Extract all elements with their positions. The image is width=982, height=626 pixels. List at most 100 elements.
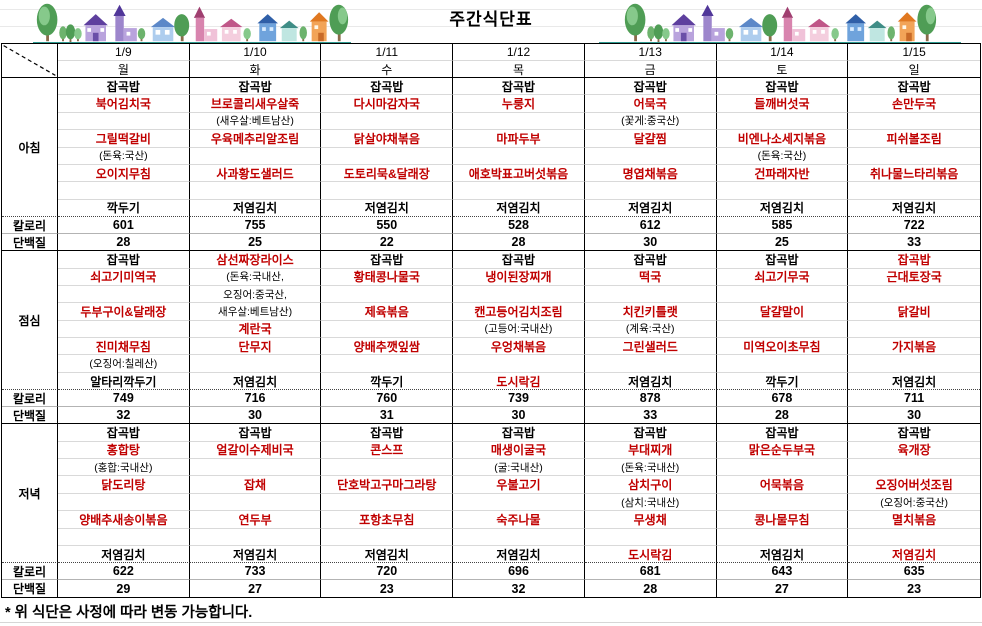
menu-item-cell: 애호박표고버섯볶음 (453, 164, 585, 183)
menu-item-cell: 멸치볶음 (848, 511, 980, 529)
bottom-divider (0, 622, 982, 623)
menu-item-cell (321, 285, 454, 304)
protein-value-cell: 25 (716, 234, 849, 252)
row-label-protein: 단백질 (2, 407, 58, 425)
menu-item-cell: 오이지무침 (58, 164, 190, 183)
menu-item-cell: 오징어버섯조림 (848, 476, 980, 494)
menu-item-cell: 계란국 (189, 320, 322, 339)
calories-value-cell: 643 (716, 563, 849, 581)
menu-item-cell: 단무지 (189, 338, 322, 356)
menu-item-cell (189, 459, 322, 477)
menu-item-cell: 잡곡밥 (321, 78, 454, 96)
menu-item-cell: 홍합탕 (58, 441, 190, 460)
village-illustration (33, 1, 351, 46)
row-label-calories: 칼로리 (2, 217, 58, 235)
menu-item-cell: 피쉬볼조림 (848, 130, 980, 148)
date-cell: 1/9 (58, 44, 190, 61)
day-cell: 화 (189, 61, 322, 78)
menu-item-cell (189, 528, 322, 546)
menu-item-cell: 저염김치 (58, 545, 190, 564)
calories-value-cell: 733 (189, 563, 322, 581)
menu-item-cell (848, 459, 980, 477)
menu-item-cell: 어묵국 (584, 95, 717, 113)
protein-value-cell: 32 (58, 407, 190, 425)
calories-value-cell: 749 (58, 390, 190, 408)
footnote: * 위 식단은 사정에 따라 변동 가능합니다. (5, 605, 253, 621)
menu-item-cell: 닭도리탕 (58, 476, 190, 494)
menu-item-cell: 매생이굴국 (453, 441, 585, 460)
origin-note-cell: 오징어:중국산, (189, 285, 322, 304)
origin-note-cell: (돈육:국내산) (584, 459, 717, 477)
menu-item-cell: 저염김치 (716, 199, 849, 218)
menu-item-cell: 도토리묵&달래장 (321, 164, 454, 183)
menu-item-cell: 삼치구이 (584, 476, 717, 494)
row-label-breakfast: 아침 (2, 78, 58, 218)
menu-item-cell: 저염김치 (848, 546, 980, 564)
menu-item-cell (584, 528, 717, 546)
day-cell: 금 (584, 61, 717, 78)
menu-item-cell (321, 320, 454, 339)
menu-item-cell: 그릴떡갈비 (58, 130, 190, 148)
calories-value-cell: 528 (453, 217, 585, 235)
menu-item-cell: 우엉채볶음 (453, 338, 585, 356)
menu-item-cell (321, 528, 454, 546)
date-cell: 1/10 (189, 44, 322, 61)
day-cell: 목 (453, 61, 585, 78)
menu-item-cell: 잡곡밥 (58, 78, 190, 96)
row-label-dinner: 저녁 (2, 424, 58, 564)
menu-item-cell: 깍두기 (58, 199, 190, 218)
protein-value-cell: 28 (58, 234, 190, 252)
calories-value-cell: 622 (58, 563, 190, 581)
menu-item-cell: 잡곡밥 (716, 251, 849, 269)
menu-item-cell: 쇠고기무국 (716, 268, 849, 286)
menu-item-cell: 잡곡밥 (584, 251, 717, 269)
menu-item-cell: 잡곡밥 (716, 424, 849, 442)
menu-item-cell (584, 285, 717, 304)
origin-note-cell: (고등어:국내산) (453, 320, 585, 339)
menu-item-cell: 저염김치 (453, 199, 585, 218)
menu-item-cell: 두부구이&달래장 (58, 303, 190, 321)
menu-item-cell: 잡곡밥 (584, 424, 717, 442)
menu-item-cell: 잡곡밥 (189, 424, 322, 442)
menu-item-cell: 콘스프 (321, 441, 454, 460)
menu-item-cell (453, 493, 585, 512)
protein-value-cell: 28 (453, 234, 585, 252)
menu-item-cell: 잡곡밥 (848, 251, 980, 269)
weekly-menu-table: 아침 칼로리 단백질 점심 칼로리 단백질 저녁 칼로리 단백질 1/9 월 잡곡밥 북어김치국 그릴떡갈… (1, 43, 981, 599)
menu-item-cell: 미역오이초무침 (716, 338, 849, 356)
origin-note-cell: (홍합:국내산) (58, 459, 190, 477)
menu-item-cell (716, 459, 849, 477)
menu-item-cell: 잡곡밥 (453, 251, 585, 269)
protein-value-cell: 23 (321, 580, 454, 598)
origin-note-cell: (삼치:국내산) (584, 493, 717, 512)
menu-item-cell: 어묵볶음 (716, 476, 849, 494)
menu-item-cell: 저염김치 (716, 545, 849, 564)
menu-item-cell: 저염김치 (453, 545, 585, 564)
menu-item-cell (189, 182, 322, 200)
protein-value-cell: 30 (453, 407, 585, 425)
menu-item-cell (453, 112, 585, 131)
menu-item-cell: 닭살야채볶음 (321, 130, 454, 148)
protein-value-cell: 27 (190, 580, 322, 598)
menu-item-cell (58, 493, 190, 512)
origin-note-cell: (굴:국내산) (453, 459, 585, 477)
menu-item-cell (321, 355, 454, 373)
protein-value-cell: 25 (189, 234, 322, 252)
menu-item-cell (321, 182, 454, 200)
protein-value-cell: 28 (716, 407, 849, 425)
row-label-calories: 칼로리 (2, 563, 58, 581)
protein-value-cell: 32 (453, 580, 585, 598)
menu-item-cell: 무생채 (584, 511, 717, 529)
menu-item-cell (58, 112, 190, 131)
calories-value-cell: 711 (848, 390, 980, 408)
origin-note-cell: (계육:국산) (584, 320, 717, 339)
menu-item-cell (58, 285, 190, 304)
menu-item-cell: 맑은순두부국 (716, 441, 849, 460)
date-cell: 1/15 (848, 44, 980, 61)
menu-item-cell (716, 182, 849, 200)
menu-item-cell (584, 182, 717, 200)
spreadsheet-gridline (0, 9, 982, 10)
calories-value-cell: 550 (321, 217, 454, 235)
menu-item-cell (716, 528, 849, 546)
